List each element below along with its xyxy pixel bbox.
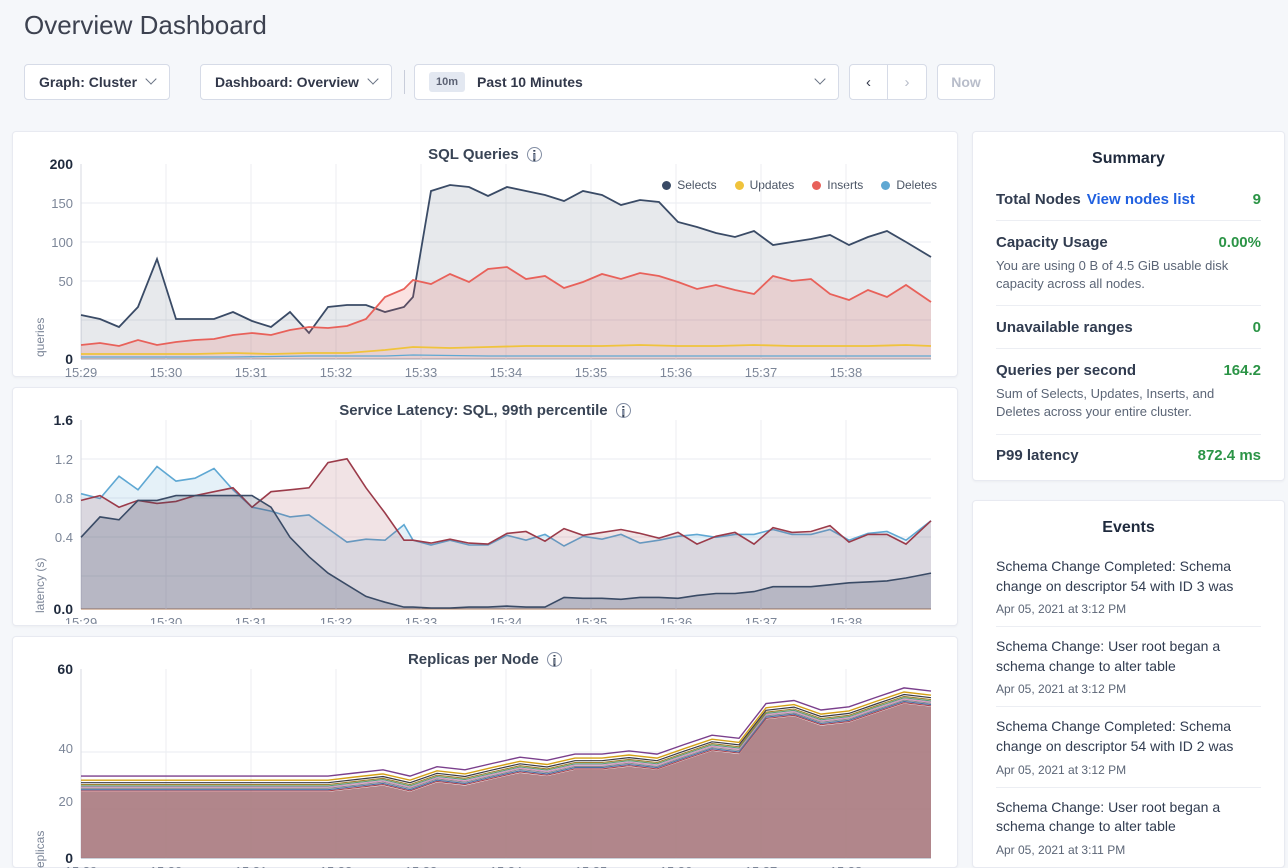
svg-text:15:30: 15:30 <box>150 365 183 378</box>
svg-text:15:33: 15:33 <box>405 365 438 378</box>
svg-text:15:37: 15:37 <box>745 365 778 378</box>
svg-text:0.8: 0.8 <box>55 491 73 506</box>
svg-text:15:34: 15:34 <box>490 615 523 624</box>
svg-text:200: 200 <box>50 156 74 172</box>
svg-text:15:32: 15:32 <box>320 365 353 378</box>
svg-text:15:37: 15:37 <box>745 864 778 868</box>
svg-text:15:34: 15:34 <box>490 365 523 378</box>
svg-text:15:38: 15:38 <box>830 864 863 868</box>
svg-text:20: 20 <box>59 794 73 809</box>
svg-text:15:30: 15:30 <box>150 615 183 624</box>
svg-text:60: 60 <box>57 661 73 677</box>
svg-text:15:35: 15:35 <box>575 365 608 378</box>
svg-text:50: 50 <box>59 274 73 289</box>
svg-text:15:34: 15:34 <box>490 864 523 868</box>
svg-text:40: 40 <box>59 741 73 756</box>
svg-text:15:33: 15:33 <box>405 615 438 624</box>
svg-text:15:31: 15:31 <box>235 615 268 624</box>
svg-text:15:36: 15:36 <box>660 615 693 624</box>
svg-text:15:31: 15:31 <box>235 365 268 378</box>
svg-text:15:35: 15:35 <box>575 615 608 624</box>
svg-text:15:30: 15:30 <box>150 864 183 868</box>
svg-text:15:29: 15:29 <box>65 615 98 624</box>
svg-text:15:29: 15:29 <box>65 864 98 868</box>
svg-text:15:36: 15:36 <box>660 365 693 378</box>
svg-text:1.2: 1.2 <box>55 452 73 467</box>
svg-text:15:35: 15:35 <box>575 864 608 868</box>
svg-text:150: 150 <box>51 196 73 211</box>
svg-text:100: 100 <box>51 235 73 250</box>
svg-text:15:32: 15:32 <box>320 864 353 868</box>
svg-text:15:31: 15:31 <box>235 864 268 868</box>
svg-text:0.4: 0.4 <box>55 530 73 545</box>
svg-text:15:38: 15:38 <box>830 365 863 378</box>
svg-text:15:36: 15:36 <box>660 864 693 868</box>
svg-text:15:38: 15:38 <box>830 615 863 624</box>
svg-text:15:32: 15:32 <box>320 615 353 624</box>
svg-text:15:33: 15:33 <box>405 864 438 868</box>
svg-text:1.6: 1.6 <box>54 412 74 428</box>
svg-text:15:37: 15:37 <box>745 615 778 624</box>
svg-text:15:29: 15:29 <box>65 365 98 378</box>
